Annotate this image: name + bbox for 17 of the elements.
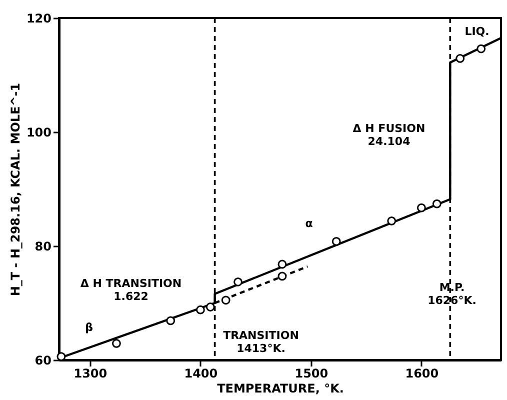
x-tick-label: 1300 xyxy=(74,366,108,380)
y-tick-label: 60 xyxy=(34,354,52,368)
annotation: Δ H FUSION 24.104 xyxy=(352,122,426,148)
y-axis-title: H_T - H_298.16, KCAL. MOLE^-1 xyxy=(8,82,22,296)
annotation: TRANSITION 1413°K. xyxy=(223,329,299,355)
annotation: α xyxy=(305,217,314,230)
x-tick-label: 1600 xyxy=(405,366,439,380)
annotation: β xyxy=(85,321,94,334)
y-tick-label: 80 xyxy=(34,240,52,254)
x-axis-title: TEMPERATURE, °K. xyxy=(217,382,344,396)
x-tick-label: 1500 xyxy=(294,366,328,380)
annotation: LIQ. xyxy=(464,25,490,38)
y-tick-label: 100 xyxy=(26,126,52,140)
annotation: M.P. 1626°K. xyxy=(428,281,476,307)
y-tick-label: 120 xyxy=(26,12,52,26)
annotation: Δ H TRANSITION 1.622 xyxy=(80,277,182,303)
x-tick-label: 1400 xyxy=(184,366,218,380)
